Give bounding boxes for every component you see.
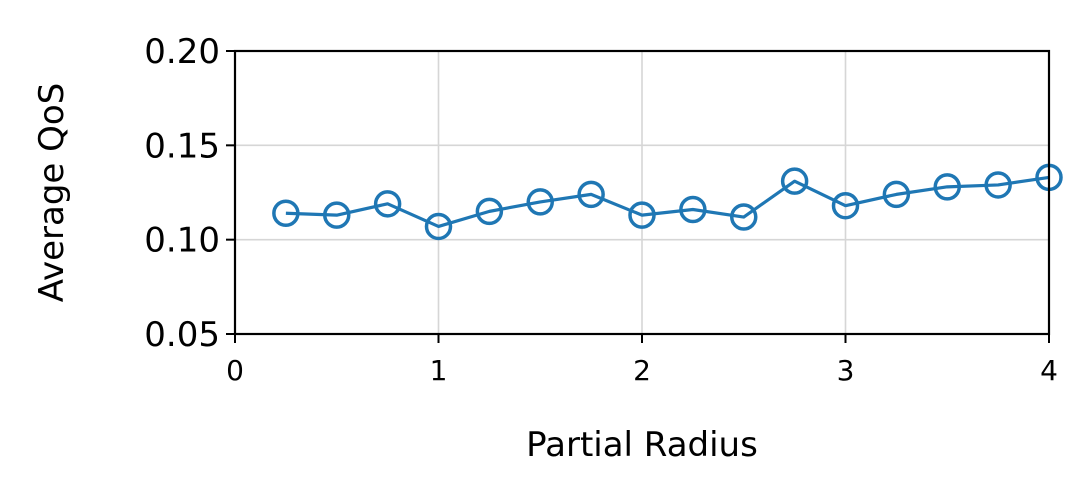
data-point bbox=[577, 180, 605, 209]
x-tick-label: 0 bbox=[226, 354, 244, 387]
x-axis: 0 1 2 3 4 bbox=[226, 334, 1058, 387]
x-tick-label: 3 bbox=[837, 354, 855, 387]
y-tick-label: 0.20 bbox=[144, 32, 220, 72]
y-axis-label: Average QoS bbox=[32, 83, 72, 303]
y-tick-label: 0.05 bbox=[144, 315, 220, 355]
data-point bbox=[526, 188, 554, 216]
data-point bbox=[679, 195, 707, 224]
data-point bbox=[780, 167, 809, 195]
series-layer bbox=[272, 163, 1063, 241]
data-point bbox=[628, 201, 656, 229]
grid bbox=[234, 50, 1050, 335]
x-tick-label: 2 bbox=[633, 354, 651, 387]
data-point bbox=[831, 191, 860, 220]
data-point bbox=[475, 197, 504, 226]
series-line bbox=[285, 175, 1050, 229]
data-point bbox=[323, 201, 351, 229]
data-point bbox=[373, 190, 402, 218]
x-tick-label: 1 bbox=[430, 354, 448, 387]
y-tick-label: 0.10 bbox=[144, 221, 220, 261]
data-point bbox=[984, 171, 1012, 199]
data-point bbox=[933, 173, 961, 201]
y-axis: 0.05 0.10 0.15 0.20 bbox=[144, 32, 235, 355]
x-tick-label: 4 bbox=[1040, 354, 1058, 387]
x-axis-label: Partial Radius bbox=[526, 425, 758, 465]
data-point bbox=[424, 212, 453, 241]
data-point bbox=[882, 180, 911, 209]
y-tick-label: 0.15 bbox=[144, 126, 220, 166]
data-point bbox=[730, 203, 758, 231]
data-point bbox=[272, 199, 300, 228]
